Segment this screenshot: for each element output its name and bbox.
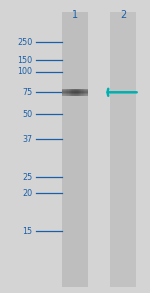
Bar	[80, 88, 81, 96]
Bar	[85, 88, 86, 96]
Text: 150: 150	[17, 56, 32, 64]
Text: 75: 75	[22, 88, 32, 97]
Bar	[67, 88, 69, 96]
Text: 1: 1	[72, 10, 78, 20]
Bar	[74, 88, 75, 96]
Bar	[62, 95, 88, 96]
Bar	[110, 12, 136, 287]
Bar	[72, 88, 74, 96]
Text: 250: 250	[17, 38, 32, 47]
Bar	[62, 89, 88, 90]
Text: 37: 37	[22, 135, 32, 144]
Bar	[62, 88, 64, 96]
Text: 100: 100	[17, 67, 32, 76]
Bar	[83, 88, 84, 96]
Bar	[62, 93, 88, 94]
Text: 2: 2	[120, 10, 126, 20]
Bar	[84, 88, 85, 96]
Text: 20: 20	[22, 189, 32, 198]
Bar	[79, 88, 80, 96]
Bar	[62, 88, 88, 89]
Text: 15: 15	[22, 227, 32, 236]
Bar	[66, 88, 67, 96]
Bar	[62, 91, 88, 92]
Bar	[62, 12, 88, 287]
Bar	[78, 88, 79, 96]
Bar	[81, 88, 83, 96]
Bar	[87, 88, 88, 96]
Bar	[70, 88, 71, 96]
Bar	[62, 94, 88, 95]
Bar	[62, 90, 88, 91]
Bar	[75, 88, 76, 96]
Bar	[71, 88, 72, 96]
Text: 25: 25	[22, 173, 32, 182]
Bar	[76, 88, 78, 96]
Bar	[69, 88, 70, 96]
Text: 50: 50	[22, 110, 32, 119]
Bar	[62, 92, 88, 93]
Bar	[65, 88, 66, 96]
Bar	[64, 88, 65, 96]
